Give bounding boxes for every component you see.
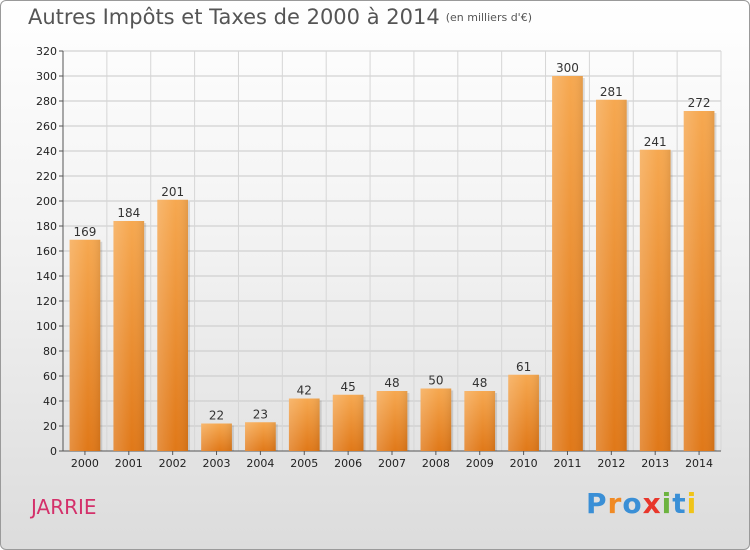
bar-value-label: 48 <box>384 376 399 390</box>
y-tick-label: 120 <box>36 295 57 308</box>
chart-title-text: Autres Impôts et Taxes de 2000 à 2014 <box>28 5 440 29</box>
logo-letter: x <box>642 487 662 520</box>
bar-shine <box>508 374 539 451</box>
chart-subtitle: (en milliers d'€) <box>445 11 532 24</box>
x-tick-label: 2014 <box>685 457 713 470</box>
bar-shine <box>157 199 189 451</box>
x-tick-label: 2011 <box>553 457 581 470</box>
bar-shine <box>376 391 408 451</box>
bar-shine <box>464 391 496 451</box>
x-tick-label: 2003 <box>203 457 231 470</box>
x-tick-label: 2013 <box>641 457 669 470</box>
bar-value-label: 50 <box>428 374 443 388</box>
y-tick-label: 60 <box>43 370 57 383</box>
bar-value-label: 48 <box>472 376 487 390</box>
bar-value-label: 23 <box>253 407 268 421</box>
x-tick-label: 2001 <box>115 457 143 470</box>
bar-value-label: 281 <box>600 85 623 99</box>
y-tick-label: 320 <box>36 45 57 58</box>
x-tick-label: 2005 <box>290 457 318 470</box>
x-tick-label: 2012 <box>597 457 625 470</box>
y-tick-label: 140 <box>36 270 57 283</box>
place-name: JARRIE <box>31 495 97 519</box>
y-tick-label: 180 <box>36 220 57 233</box>
bar-shine <box>420 388 452 451</box>
y-tick-label: 260 <box>36 120 57 133</box>
bar-shine <box>245 422 276 451</box>
bar-shine <box>639 149 671 451</box>
x-tick-label: 2006 <box>334 457 362 470</box>
y-tick-label: 40 <box>43 395 57 408</box>
labels: 0 20 40 60 80 100 120 140 160 180 200 220 240 260 280 3… <box>36 45 713 470</box>
logo-letter: i <box>661 487 673 520</box>
logo-letter: t <box>672 487 687 520</box>
x-tick-label: 2008 <box>422 457 450 470</box>
bar-shine <box>595 99 627 451</box>
y-tick-label: 0 <box>50 445 57 458</box>
logo-letter: r <box>607 487 623 520</box>
bar-shine <box>201 423 232 451</box>
x-tick-label: 2007 <box>378 457 406 470</box>
x-tick-label: 2010 <box>510 457 538 470</box>
y-tick-label: 100 <box>36 320 57 333</box>
bar-shine <box>69 239 101 451</box>
bar-value-label: 22 <box>209 409 224 423</box>
chart-title: Autres Impôts et Taxes de 2000 à 2014 (en… <box>28 5 532 29</box>
y-tick-label: 240 <box>36 145 57 158</box>
x-tick-label: 2002 <box>159 457 187 470</box>
bar-shine <box>332 394 364 451</box>
bar-shine <box>683 111 715 451</box>
bar-value-label: 169 <box>73 225 96 239</box>
logo-letter: o <box>622 487 643 520</box>
y-tick-label: 160 <box>36 245 57 258</box>
bars <box>69 76 717 451</box>
y-tick-label: 20 <box>43 420 57 433</box>
proxiti-logo[interactable]: Proxiti <box>586 487 697 520</box>
y-tick-label: 200 <box>36 195 57 208</box>
y-tick-label: 280 <box>36 95 57 108</box>
bar-value-label: 241 <box>644 135 667 149</box>
logo-letter: i <box>686 487 698 520</box>
y-tick-label: 300 <box>36 70 57 83</box>
y-tick-label: 220 <box>36 170 57 183</box>
y-tick-label: 80 <box>43 345 57 358</box>
logo-letter: P <box>586 487 608 520</box>
bar-shine <box>552 76 583 451</box>
bar-value-label: 184 <box>117 206 140 220</box>
bar-shine <box>288 398 320 451</box>
x-tick-label: 2000 <box>71 457 99 470</box>
bar-value-label: 45 <box>340 380 355 394</box>
bar-value-label: 61 <box>516 360 531 374</box>
bar-value-label: 300 <box>556 61 579 75</box>
bar-value-label: 42 <box>297 384 312 398</box>
bar-value-label: 201 <box>161 185 184 199</box>
x-tick-label: 2009 <box>466 457 494 470</box>
bar-value-label: 272 <box>688 96 711 110</box>
x-tick-label: 2004 <box>246 457 274 470</box>
bar-shine <box>113 221 145 451</box>
